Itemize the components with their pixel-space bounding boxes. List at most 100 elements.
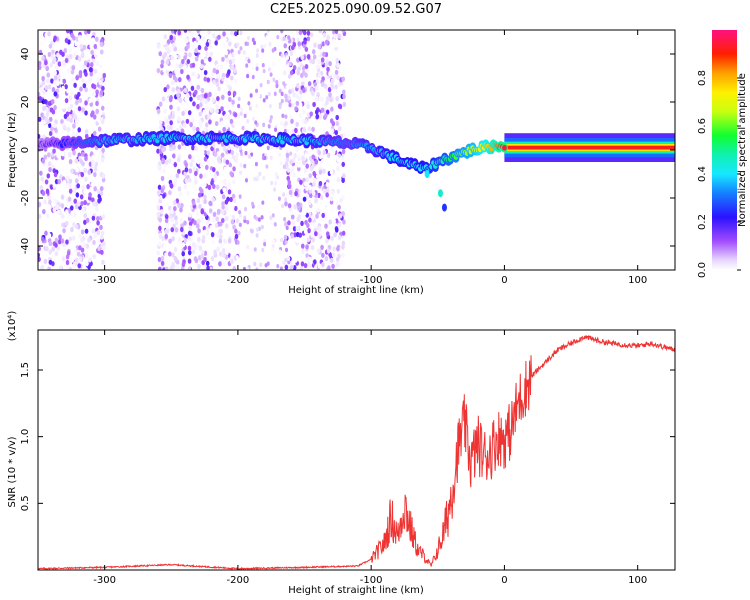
spectrogram-noise-cell [312, 54, 317, 60]
spectrogram-noise-cell [203, 198, 207, 205]
spectrogram-noise-cell [183, 184, 188, 190]
spectrogram-noise-cell [303, 167, 308, 174]
spectrogram-noise-cell [293, 232, 297, 238]
spectrogram-noise-cell [71, 77, 75, 83]
spectrogram-noise-cell [337, 253, 341, 259]
spectrogram-noise-cell [284, 97, 288, 103]
spectrogram-noise-cell [184, 38, 189, 44]
spectrogram-noise-cell [203, 150, 208, 156]
spectrogram-noise-cell [182, 144, 187, 151]
spectrogram-noise-cell [249, 228, 253, 233]
spectrogram-noise-cell [173, 162, 178, 168]
spectrogram-noise-cell [288, 102, 292, 108]
spectrogram-noise-cell [101, 259, 105, 265]
spectrogram-noise-cell [235, 218, 240, 224]
y-tick-label: 40 [20, 48, 31, 61]
spectrogram-noise-cell [171, 113, 175, 120]
spectrogram-noise-cell [288, 61, 292, 67]
spectrogram-noise-cell [72, 123, 76, 129]
spectrogram-noise-cell [172, 144, 176, 150]
spectrogram-noise-cell [305, 163, 309, 169]
spectrogram-noise-cell [89, 62, 94, 68]
spectrogram-noise-cell [187, 30, 192, 33]
spectrogram-noise-cell [84, 228, 89, 234]
spectrogram-noise-cell [233, 50, 237, 57]
spectrogram-noise-cell [47, 31, 51, 37]
spectrogram-noise-cell [335, 120, 340, 127]
spectrogram-noise-cell [248, 106, 252, 111]
spectrogram-noise-cell [282, 81, 286, 86]
spectrogram-noise-cell [225, 57, 230, 63]
spectrogram-noise-cell [310, 232, 314, 238]
spectrogram-noise-cell [267, 124, 271, 129]
spectrogram-noise-cell [63, 47, 68, 54]
spectrogram-noise-cell [184, 162, 189, 168]
spectrogram-noise-cell [64, 37, 69, 44]
colorbar-label: Normalized spectral amplitude [737, 73, 748, 227]
spectrogram-noise-cell [288, 74, 292, 79]
spectrogram-noise-cell [42, 89, 46, 95]
spectrogram-noise-cell [251, 201, 255, 207]
spectrogram-noise-cell [198, 111, 203, 117]
spectrogram-noise-cell [288, 89, 292, 95]
spectrogram-noise-cell [329, 257, 334, 263]
spectrogram-noise-cell [181, 242, 186, 248]
spectrogram-noise-cell [295, 100, 300, 106]
spectrogram-noise-cell [88, 86, 93, 92]
spectrogram-noise-cell [50, 99, 55, 105]
spectrogram-noise-cell [341, 30, 346, 33]
spectrogram-noise-cell [70, 226, 74, 233]
spectrogram-noise-cell [88, 192, 92, 198]
spectrogram-noise-cell [222, 126, 226, 133]
colorbar-tick-label: 0.4 [697, 166, 708, 182]
spectrogram-noise-cell [205, 51, 209, 57]
spectrogram-noise-cell [97, 181, 102, 188]
spectrogram-noise-cell [95, 100, 99, 107]
spectrogram-noise-cell [285, 84, 290, 91]
spectrogram-noise-cell [91, 197, 95, 203]
spectrogram-noise-cell [45, 188, 50, 194]
spectrogram-noise-cell [187, 235, 192, 241]
spectrogram-noise-cell [38, 116, 42, 122]
spectrogram-noise-cell [328, 71, 332, 77]
spectrogram-noise-cell [68, 95, 73, 101]
spectrogram-noise-cell [53, 198, 58, 204]
spectrogram-noise-cell [333, 88, 338, 94]
spectrogram-noise-cell [202, 98, 206, 104]
spectrogram-noise-cell [292, 264, 297, 270]
spectrogram-noise-cell [84, 30, 88, 35]
spectrogram-noise-cell [303, 229, 308, 235]
spectrogram-noise-cell [97, 245, 101, 252]
spectrogram-noise-cell [305, 244, 309, 250]
spectrogram-noise-cell [260, 215, 264, 220]
spectrogram-noise-cell [224, 248, 229, 254]
spectrogram-noise-cell [293, 204, 297, 210]
spectrogram-noise-cell [156, 205, 161, 211]
spectrogram-noise-cell [306, 30, 311, 36]
spectrogram-noise-cell [83, 219, 87, 225]
spectrogram-noise-cell [333, 73, 337, 79]
spectrogram-noise-cell [280, 121, 284, 126]
spectrogram-noise-cell [214, 222, 219, 229]
spectrogram-noise-cell [96, 239, 100, 245]
spectrogram-noise-cell [271, 213, 275, 218]
spectrogram-noise-cell [69, 205, 74, 211]
spectrogram-noise-cell [230, 259, 234, 265]
spectrogram-noise-cell [203, 194, 207, 200]
spectrogram-noise-cell [41, 236, 45, 242]
spectrogram-noise-cell [289, 159, 293, 165]
spectrogram-noise-cell [326, 205, 331, 211]
spectrogram-noise-cell [75, 99, 79, 105]
spectrogram-noise-cell [178, 63, 183, 69]
spectrogram-noise-cell [38, 176, 41, 183]
spectrogram-noise-cell [211, 33, 216, 39]
spectrogram-noise-cell [342, 89, 346, 95]
spectrogram-noise-cell [215, 232, 220, 238]
spectrogram-noise-cell [214, 40, 219, 46]
spectrogram-noise-cell [93, 68, 98, 74]
spectrogram-noise-cell [70, 257, 75, 263]
spectrogram-noise-cell [188, 149, 193, 155]
spectrogram-noise-cell [64, 84, 68, 90]
spectrogram-noise-cell [229, 75, 234, 81]
spectrogram-noise-cell [197, 236, 201, 242]
